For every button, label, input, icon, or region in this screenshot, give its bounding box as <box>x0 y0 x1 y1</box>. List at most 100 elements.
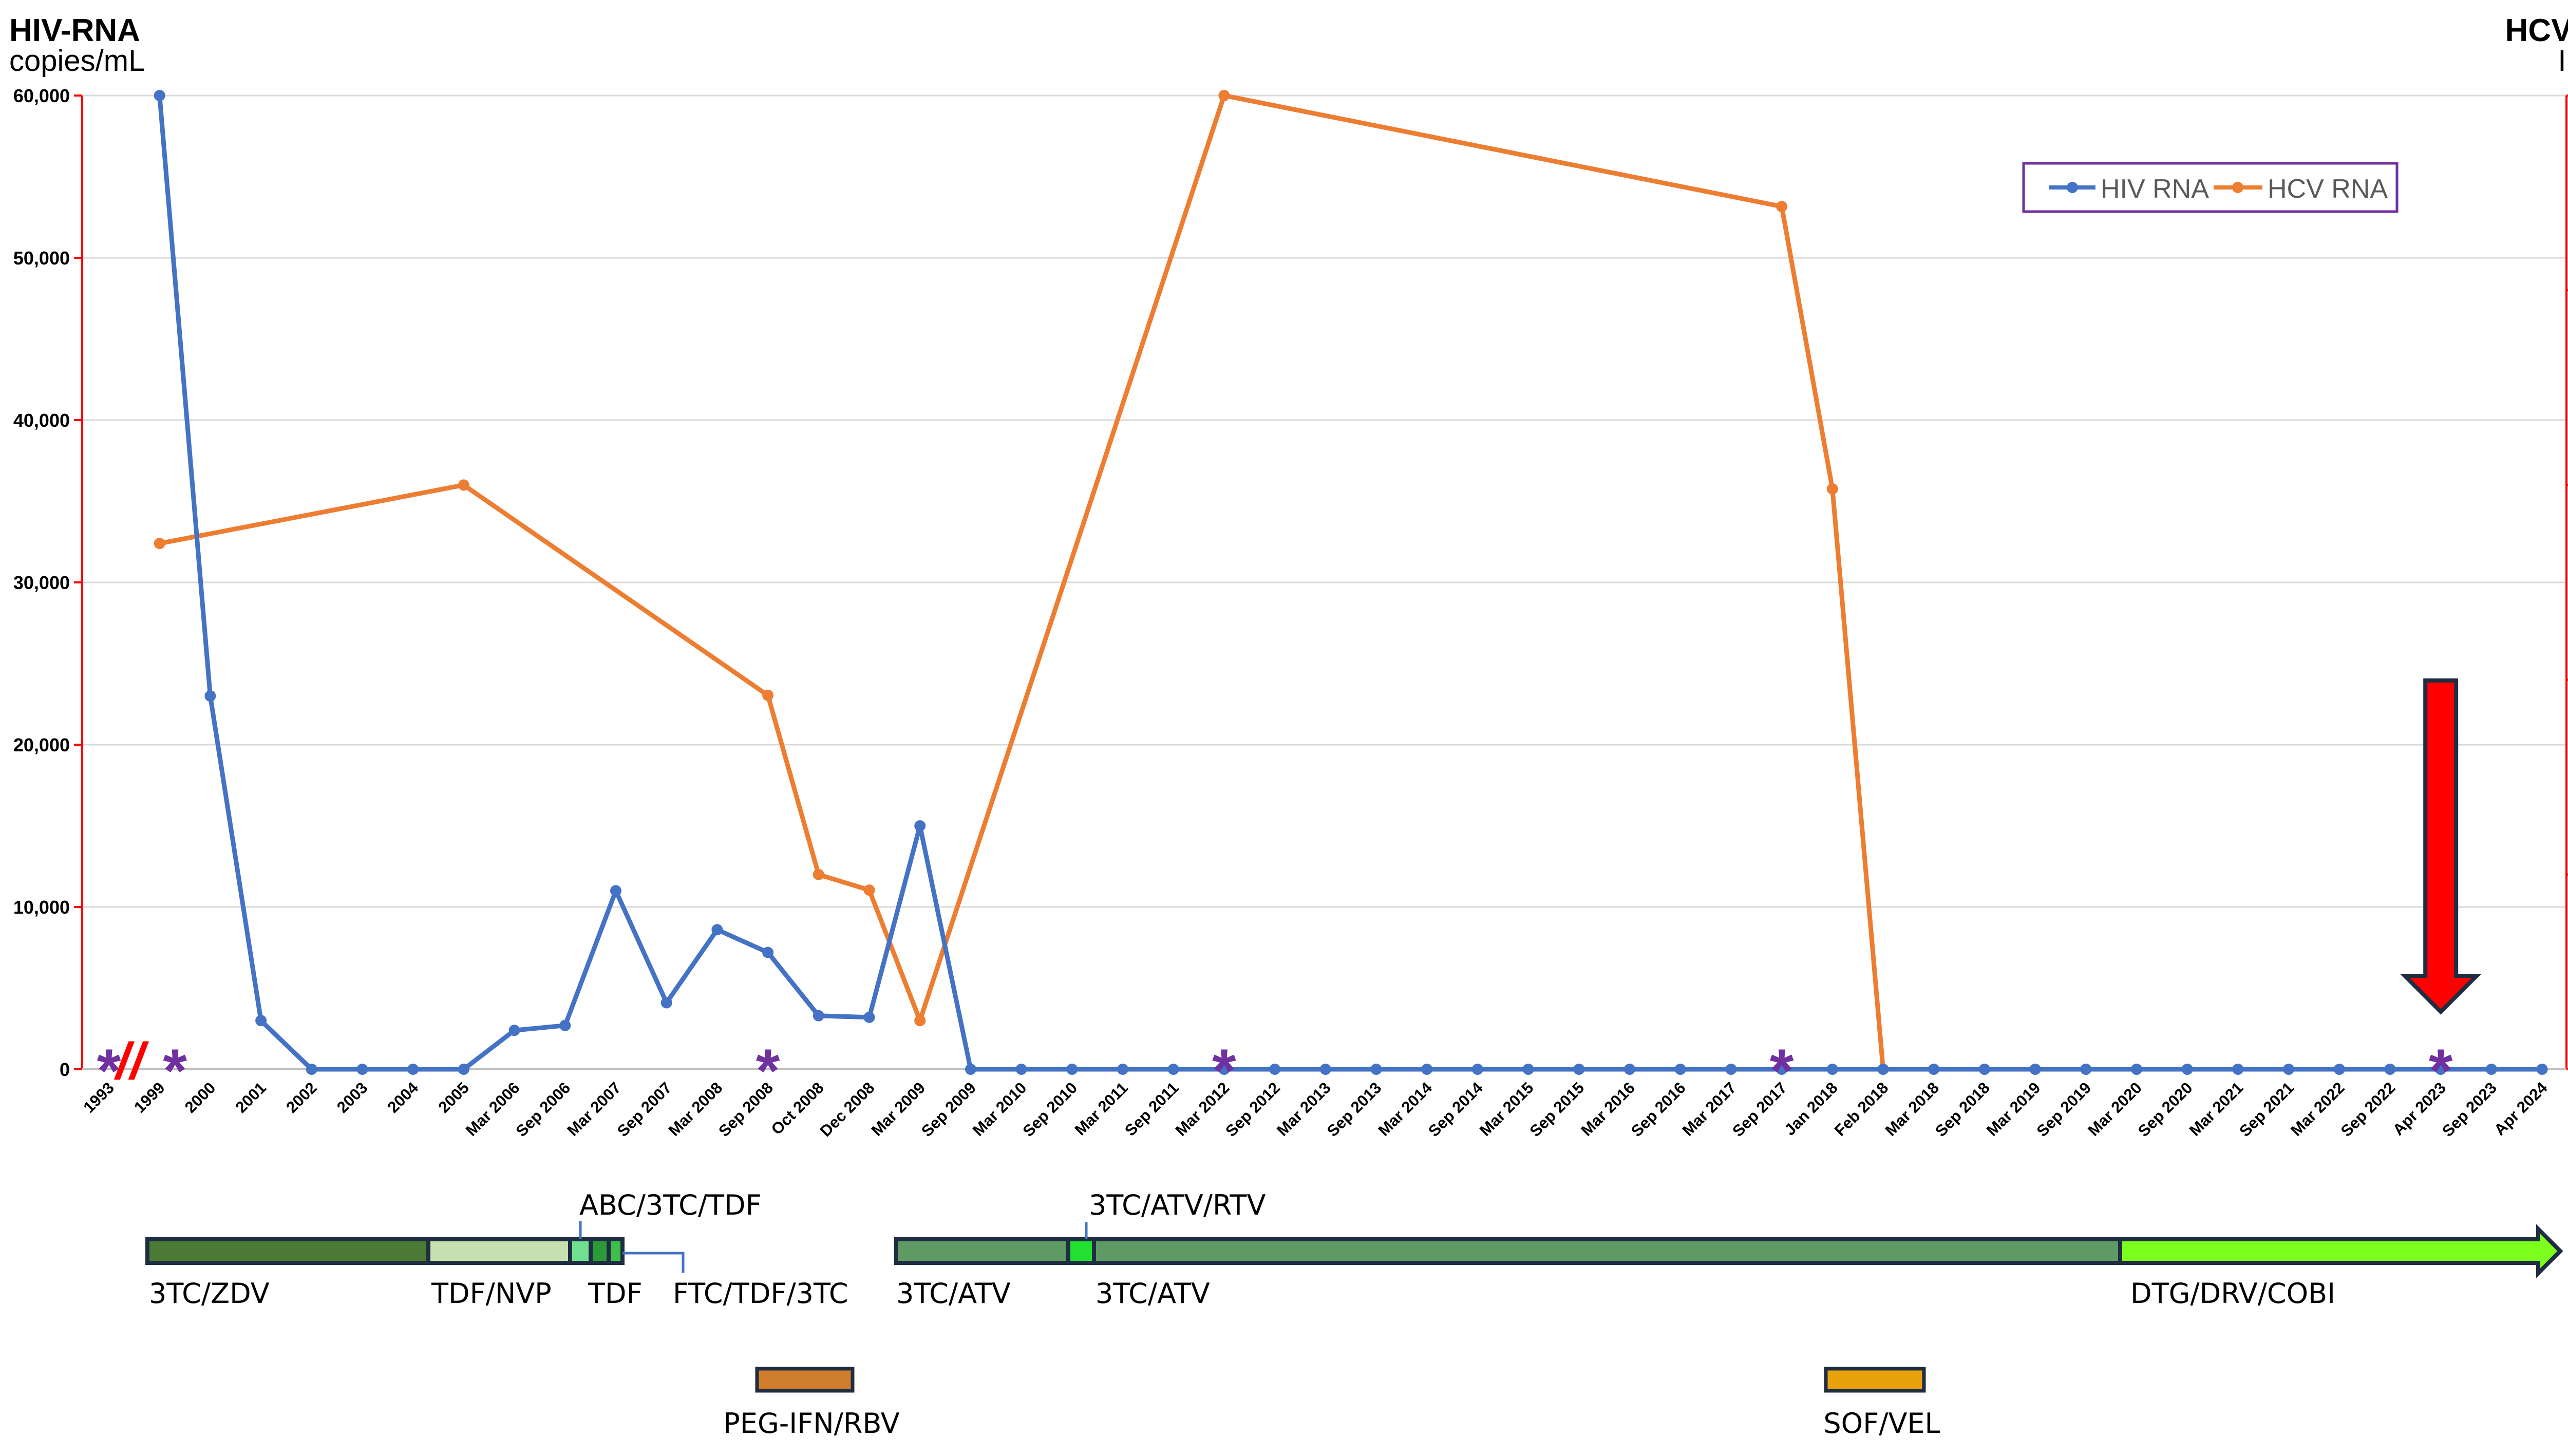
data-point <box>1928 1064 1940 1075</box>
data-point <box>559 1019 571 1031</box>
left-tick-label: 0 <box>60 1059 70 1080</box>
data-point <box>914 1015 926 1027</box>
data-point <box>1624 1064 1635 1075</box>
data-point <box>1269 1064 1281 1075</box>
left-tick-label: 10,000 <box>13 897 70 918</box>
data-point <box>711 924 723 936</box>
data-point <box>356 1064 368 1075</box>
data-point <box>2384 1064 2396 1075</box>
hcv-treatment-peg-ifn-rbv <box>755 1367 855 1393</box>
left-tick-label: 50,000 <box>13 248 70 269</box>
data-point <box>610 885 621 897</box>
regimen-bar-3tc-zdv <box>145 1237 430 1265</box>
left-axis-title: HIV-RNA <box>9 13 140 48</box>
asterisk-marker: * <box>1212 1036 1236 1105</box>
data-point <box>914 820 926 831</box>
left-tick-label: 30,000 <box>13 572 70 593</box>
asterisk-marker: * <box>163 1036 187 1105</box>
data-point <box>1218 90 1230 101</box>
data-point <box>1725 1064 1737 1075</box>
legend-hiv-label: HIV RNA <box>2101 174 2209 204</box>
data-point <box>1015 1064 1027 1075</box>
data-point <box>204 690 216 702</box>
regimen-arrow-dtg-drv-cobi <box>2118 1224 2563 1278</box>
regimen-label-tdf-nvp: TDF/NVP <box>431 1277 552 1310</box>
legend-box <box>2022 162 2399 213</box>
regimen-bar-tdf-nvp <box>426 1237 572 1265</box>
data-point <box>813 868 824 880</box>
data-point <box>306 1064 317 1075</box>
regimen-bar-tdf <box>589 1237 611 1265</box>
data-point <box>1370 1064 1382 1075</box>
axis-break-mark: // <box>114 1032 149 1090</box>
left-axis-unit: copies/mL <box>9 44 145 78</box>
data-point <box>1978 1064 1990 1075</box>
data-point <box>458 479 469 491</box>
data-point <box>1674 1064 1686 1075</box>
asterisk-marker: * <box>2429 1036 2453 1105</box>
data-point <box>1117 1064 1128 1075</box>
hcv-label-sof-vel: SOF/VEL <box>1823 1407 1940 1440</box>
data-point <box>1167 1064 1179 1075</box>
regimen-timeline: 3TC/ZDV TDF/NVP ABC/3TC/TDF TDF FTC/TDF/… <box>145 1189 2563 1440</box>
regimen-bar-3tc-atv-1 <box>894 1237 1070 1265</box>
regimen-label-ftc-tdf-3tc: FTC/TDF/3TC <box>673 1277 848 1310</box>
data-point <box>863 884 875 896</box>
data-point <box>762 947 774 958</box>
regimen-label-tdf: TDF <box>588 1277 643 1310</box>
regimen-bar-abc-3tc-tdf <box>568 1237 593 1265</box>
data-point <box>1776 1064 1788 1075</box>
data-point <box>1877 1064 1889 1075</box>
data-point <box>154 90 165 101</box>
data-point <box>1471 1064 1483 1075</box>
legend: HIV RNA HCV RNA <box>2022 162 2399 213</box>
data-point <box>1421 1064 1433 1075</box>
left-y-ticks: 0 10,000 20,000 30,000 40,000 50,000 60,000 <box>13 85 82 1080</box>
series-line <box>157 95 2542 1072</box>
data-point <box>2029 1064 2041 1075</box>
data-point <box>1066 1064 1078 1075</box>
data-point <box>863 1011 875 1023</box>
right-axis-title: HCV-RNA <box>2505 13 2568 48</box>
asterisk-marker: * <box>756 1036 780 1105</box>
left-tick-label: 60,000 <box>13 85 70 106</box>
data-point <box>508 1025 520 1036</box>
data-point <box>2283 1064 2295 1075</box>
red-arrow-indicator <box>2400 678 2482 1015</box>
data-point <box>1826 1064 1838 1075</box>
data-point <box>2333 1064 2345 1075</box>
data-point <box>407 1064 419 1075</box>
regimen-bar-ftc-tdf-3tc <box>607 1237 625 1265</box>
data-point <box>762 689 774 701</box>
regimen-label-abc-3tc-tdf: ABC/3TC/TDF <box>579 1189 762 1221</box>
regimen-label-3tc-atv-2: 3TC/ATV <box>1096 1277 1210 1310</box>
legend-hcv-marker <box>2232 182 2243 193</box>
data-point <box>2131 1064 2142 1075</box>
annotation-markers: //* * * * * * <box>97 678 2482 1105</box>
hiv-rna-series <box>154 90 2548 1075</box>
data-point <box>1573 1064 1585 1075</box>
data-point <box>2080 1064 2092 1075</box>
regimen-label-dtg-drv-cobi: DTG/DRV/COBI <box>2130 1277 2335 1310</box>
data-point <box>1826 483 1838 495</box>
data-point <box>2181 1064 2193 1075</box>
legend-hiv-marker <box>2067 182 2078 193</box>
data-point <box>2536 1064 2548 1075</box>
data-point <box>255 1015 267 1027</box>
gridlines <box>82 94 2566 908</box>
regimen-bar-3tc-atv-rtv <box>1066 1237 1096 1265</box>
asterisk-marker: * <box>1770 1036 1794 1105</box>
asterisk-marker: * <box>97 1036 121 1105</box>
data-point <box>965 1064 976 1075</box>
data-point <box>2435 1064 2447 1075</box>
hcv-label-peg-ifn-rbv: PEG-IFN/RBV <box>723 1407 899 1440</box>
data-point <box>660 997 672 1009</box>
regimen-label-3tc-zdv: 3TC/ZDV <box>149 1277 270 1310</box>
data-point <box>1319 1064 1331 1075</box>
data-point <box>154 538 165 550</box>
data-point <box>813 1010 824 1022</box>
left-tick-label: 20,000 <box>13 734 70 755</box>
data-point <box>1522 1064 1534 1075</box>
right-axis-unit: IU/mL <box>2558 44 2568 78</box>
